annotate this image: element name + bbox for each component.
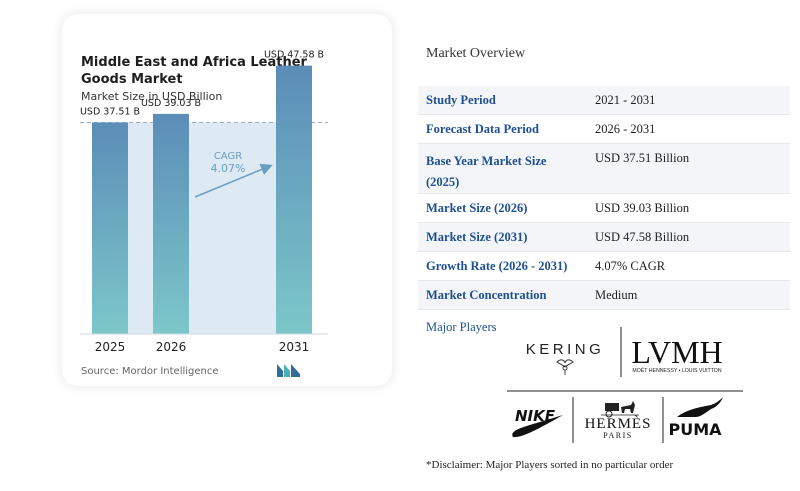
overview-table: Study Period 2021 - 2031 Forecast Data P… — [418, 86, 790, 310]
lvmh-logo: LVMH MOËT HENNESSY • LOUIS VUITTON — [631, 334, 722, 374]
row-value: 4.07% CAGR — [595, 258, 666, 273]
row-value: USD 37.51 Billion — [595, 151, 690, 165]
row-value: 2021 - 2031 — [595, 92, 656, 107]
row-value: Medium — [595, 287, 638, 302]
table-row: Market Concentration Medium — [418, 281, 790, 310]
row-key: Base Year Market Size (2025) — [426, 154, 547, 189]
row-key: Market Size (2026) — [426, 200, 528, 215]
row-value: USD 47.58 Billion — [595, 229, 690, 244]
row-key: Market Size (2031) — [426, 229, 528, 244]
cagr-label: CAGR — [214, 151, 242, 162]
horse-carriage-icon — [601, 401, 639, 418]
tick-label-2026: 2026 — [156, 340, 187, 354]
row-key: Study Period — [426, 92, 496, 107]
disclaimer-text: *Disclaimer: Major Players sorted in no … — [426, 459, 674, 471]
kering-logo: KERING — [526, 341, 605, 375]
hermes-wordmark: HERMÈS — [585, 415, 652, 432]
data-label-2026: USD 39.03 B — [141, 98, 201, 109]
chart-title: Middle East and Africa Leather Goods Mar… — [81, 55, 307, 87]
row-value: 2026 - 2031 — [595, 121, 656, 136]
table-row: Market Size (2031) USD 47.58 Billion — [418, 223, 790, 252]
table-row: Base Year Market Size (2025) USD 37.51 B… — [418, 144, 790, 194]
mordor-logo-icon — [277, 364, 300, 377]
row-key: Growth Rate (2026 - 2031) — [426, 258, 568, 273]
table-row: Growth Rate (2026 - 2031) 4.07% CAGR — [418, 252, 790, 281]
row-key: Market Concentration — [426, 287, 547, 302]
bar-chart: USD 37.51 B 2025 USD 39.03 B 2026 USD 47.58 … — [80, 50, 328, 354]
data-label-2025: USD 37.51 B — [80, 106, 140, 117]
table-row: Study Period 2021 - 2031 — [418, 86, 790, 115]
cagr-value: 4.07% — [211, 162, 246, 175]
tick-label-2025: 2025 — [95, 340, 126, 354]
major-players-logos: KERING LVMH MOËT HENNESSY • LOUIS VUITTO… — [507, 327, 743, 443]
kering-wordmark: KERING — [526, 341, 605, 358]
row-key: Forecast Data Period — [426, 121, 539, 136]
puma-wordmark: PUMA — [668, 420, 722, 439]
table-row: Forecast Data Period 2026 - 2031 — [418, 115, 790, 144]
tick-label-2031: 2031 — [279, 340, 310, 354]
source-text: Source: Mordor Intelligence — [81, 366, 219, 377]
chart-subtitle: Market Size in USD Billion — [81, 90, 223, 103]
market-overview-title: Market Overview — [426, 46, 526, 61]
lvmh-tagline: MOËT HENNESSY • LOUIS VUITTON — [632, 367, 721, 374]
row-value: USD 39.03 Billion — [595, 200, 690, 215]
cagr-arrow — [194, 163, 273, 198]
data-label-2031: USD 47.58 B — [264, 50, 324, 61]
puma-logo: PUMA — [668, 397, 723, 439]
hermes-logo: HERMÈS PARIS — [585, 401, 652, 440]
nike-swoosh-logo: NIKE — [512, 407, 563, 438]
bar-2031 — [276, 65, 312, 334]
hermes-tagline: PARIS — [603, 431, 632, 440]
table-row: Market Size (2026) USD 39.03 Billion — [418, 194, 790, 223]
major-players-label: Major Players — [426, 320, 497, 334]
lvmh-wordmark: LVMH — [631, 334, 722, 370]
bar-2026 — [153, 113, 189, 335]
bar-2025 — [92, 122, 128, 334]
